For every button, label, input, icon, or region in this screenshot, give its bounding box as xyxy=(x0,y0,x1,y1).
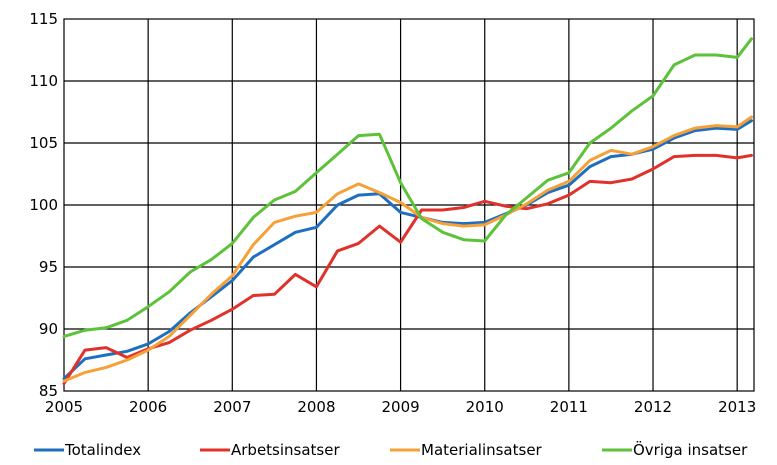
y-tick-label: 105 xyxy=(29,134,58,152)
x-tick-label: 2010 xyxy=(466,398,504,416)
y-tick-label: 90 xyxy=(39,320,58,338)
x-tick-label: 2012 xyxy=(634,398,672,416)
series-line-2 xyxy=(62,153,753,386)
y-tick-label: 95 xyxy=(39,258,58,276)
plot-frame xyxy=(63,18,755,392)
series-lines xyxy=(62,37,753,386)
legend-label: Övriga insatser xyxy=(633,440,748,459)
y-tick-label: 115 xyxy=(29,10,58,28)
x-tick-label: 2008 xyxy=(297,398,335,416)
legend-label: Totalindex xyxy=(64,441,141,459)
grid-lines xyxy=(64,19,754,391)
y-axis-tick-labels: 85 90 95 100 105 110 115 xyxy=(29,10,58,400)
legend-label: Arbetsinsatser xyxy=(231,441,340,459)
legend: Totalindex Arbetsinsatser Materialinsatser… xyxy=(34,440,748,459)
x-tick-label: 2006 xyxy=(129,398,167,416)
y-tick-label: 100 xyxy=(29,196,58,214)
x-tick-label: 2011 xyxy=(550,398,588,416)
legend-label: Materialinsatser xyxy=(421,441,543,459)
series-line-3 xyxy=(62,115,753,383)
x-tick-label: 2007 xyxy=(213,398,251,416)
y-tick-label: 110 xyxy=(29,72,58,90)
x-tick-label: 2005 xyxy=(45,398,83,416)
x-tick-label: 2013 xyxy=(718,398,756,416)
x-axis-tick-labels: 2005 2006 2007 2008 2009 2010 2011 2012 2013 xyxy=(45,398,756,416)
y-tick-label: 85 xyxy=(39,382,58,400)
x-tick-label: 2009 xyxy=(381,398,419,416)
series-line-4 xyxy=(62,37,753,338)
